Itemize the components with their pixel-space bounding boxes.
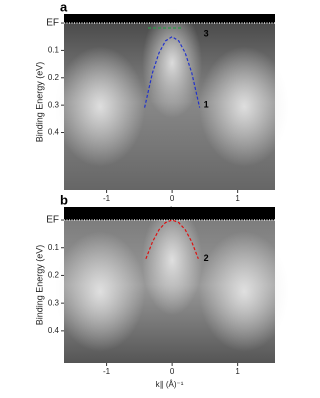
band-fit <box>145 219 199 260</box>
above-fermi <box>64 207 275 221</box>
y-tick-label: 0.2 <box>48 73 60 82</box>
band-label: 3 <box>204 28 209 38</box>
x-tick-label: 1 <box>235 194 240 203</box>
x-tick-label: 1 <box>235 367 240 376</box>
panel-label: b <box>60 192 68 207</box>
y-axis-label: Binding Energy (eV) <box>34 62 44 143</box>
y-tick-label: EF <box>46 18 59 29</box>
y-tick-label: 0.3 <box>48 100 60 109</box>
band-label: 1 <box>204 100 209 110</box>
intensity-blob <box>55 46 146 167</box>
y-tick-label: EF <box>46 215 59 226</box>
y-tick-label: 0.1 <box>48 243 60 252</box>
panel-label: a <box>60 0 68 14</box>
band-label: 2 <box>204 253 209 263</box>
intensity-blob <box>199 46 290 167</box>
above-fermi <box>64 14 275 24</box>
x-tick-label: 0 <box>170 194 175 203</box>
y-tick-label: 0.1 <box>48 46 60 55</box>
x-axis-label: k∥ (Å)⁻¹ <box>156 380 184 389</box>
y-tick-label: 0.4 <box>48 128 60 137</box>
x-tick-label: 0 <box>170 367 175 376</box>
intensity-blob <box>142 205 203 316</box>
intensity-blob <box>55 231 146 352</box>
band-fit <box>144 36 201 108</box>
y-tick-label: 0.4 <box>48 326 60 335</box>
x-tick-label: -1 <box>103 194 111 203</box>
y-tick-label: 0.2 <box>48 271 60 280</box>
intensity-blob <box>199 231 290 352</box>
y-axis-label: Binding Energy (eV) <box>34 245 44 326</box>
x-tick-label: -1 <box>103 367 111 376</box>
intensity-blob <box>142 8 203 119</box>
y-tick-label: 0.3 <box>48 298 60 307</box>
